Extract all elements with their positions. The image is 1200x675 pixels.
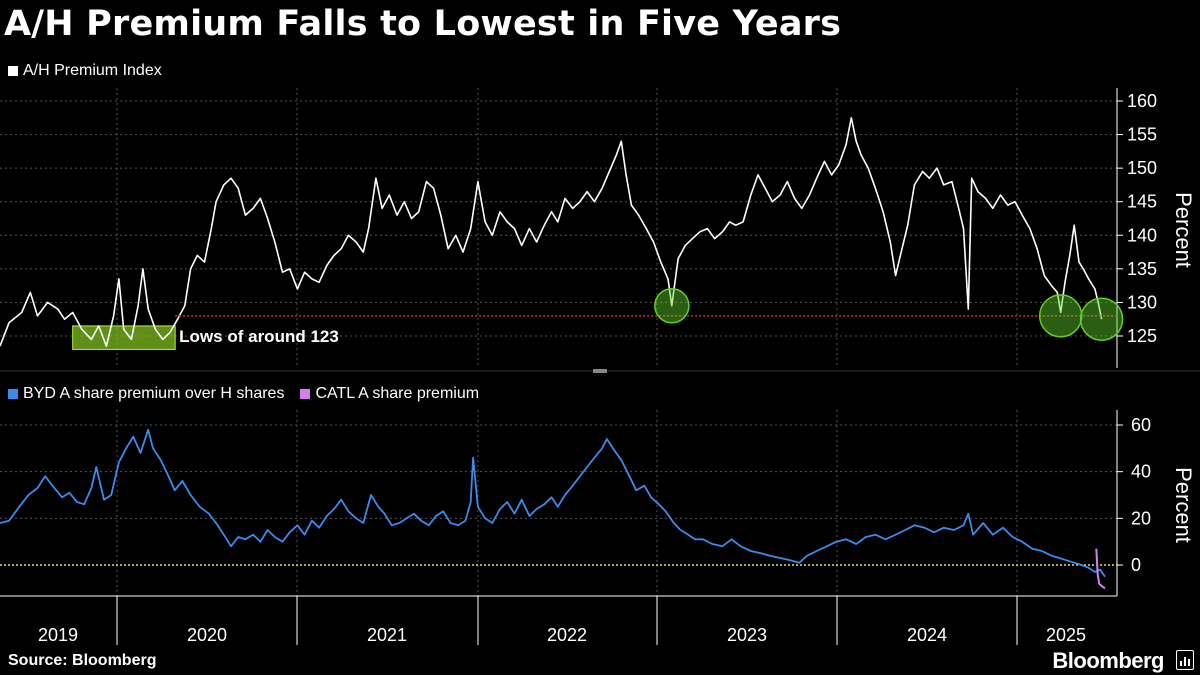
top-tick-label-160: 160 — [1127, 91, 1157, 111]
top-tick-label-155: 155 — [1127, 125, 1157, 145]
bottom-panel: 0 20 40 60 Percent — [0, 410, 1196, 596]
brand-logo: Bloomberg — [1052, 648, 1164, 673]
top-tick-label-140: 140 — [1127, 225, 1157, 245]
x-axis-label-2020: 2020 — [187, 625, 227, 645]
bloomberg-chart-icon — [1176, 650, 1194, 670]
bottom-tick-label-60: 60 — [1131, 415, 1151, 435]
x-axis-label-2019: 2019 — [38, 625, 78, 645]
top-tick-label-145: 145 — [1127, 192, 1157, 212]
page-title: A/H Premium Falls to Lowest in Five Year… — [4, 4, 842, 44]
bottom-tick-label-20: 20 — [1131, 508, 1151, 528]
bottom-tick-label-0: 0 — [1131, 555, 1141, 575]
legend-ah-index: A/H Premium Index — [8, 62, 162, 80]
top-tick-label-135: 135 — [1127, 259, 1157, 279]
highlight-circle-1 — [1038, 294, 1083, 338]
highlight-circle-2 — [1079, 297, 1124, 341]
legend-swatch-ah-index — [8, 66, 18, 76]
x-axis-label-2025: 2025 — [1046, 625, 1086, 645]
x-axis-label-2022: 2022 — [547, 625, 587, 645]
bottom-tick-label-40: 40 — [1131, 462, 1151, 482]
panel-divider-handle — [593, 369, 607, 373]
highlight-circle-0 — [654, 288, 690, 324]
legend-bottom: BYD A share premium over H shares CATL A… — [8, 385, 495, 403]
x-axis: 2019 2020 2021 2022 2023 2024 2025 — [0, 595, 1117, 645]
source-note: Source: Bloomberg — [8, 652, 157, 669]
bottom-y-axis-title: Percent — [1171, 467, 1196, 543]
legend-label-byd: BYD A share premium over H shares — [23, 385, 285, 402]
legend-swatch-catl — [300, 389, 311, 399]
top-tick-label-125: 125 — [1127, 326, 1157, 346]
legend-item-byd: BYD A share premium over H shares — [8, 385, 284, 403]
lows-annotation-label: Lows of around 123 — [179, 327, 339, 346]
legend-label-ah-index: A/H Premium Index — [23, 62, 162, 79]
legend-item-catl: CATL A share premium — [300, 385, 479, 403]
x-axis-label-2021: 2021 — [367, 625, 407, 645]
series-line-byd — [0, 428, 1106, 578]
legend-label-catl: CATL A share premium — [315, 385, 480, 402]
series-line-ah-index — [0, 117, 1103, 347]
top-tick-label-130: 130 — [1127, 292, 1157, 312]
top-y-axis-title: Percent — [1171, 192, 1196, 268]
top-tick-label-150: 150 — [1127, 158, 1157, 178]
x-axis-label-2024: 2024 — [907, 625, 947, 645]
series-line-catl — [1095, 548, 1106, 590]
legend-swatch-byd — [8, 389, 18, 399]
x-axis-label-2023: 2023 — [727, 625, 767, 645]
top-panel: 125 130 135 140 145 150 155 160 Percent Lows of a… — [0, 88, 1200, 373]
